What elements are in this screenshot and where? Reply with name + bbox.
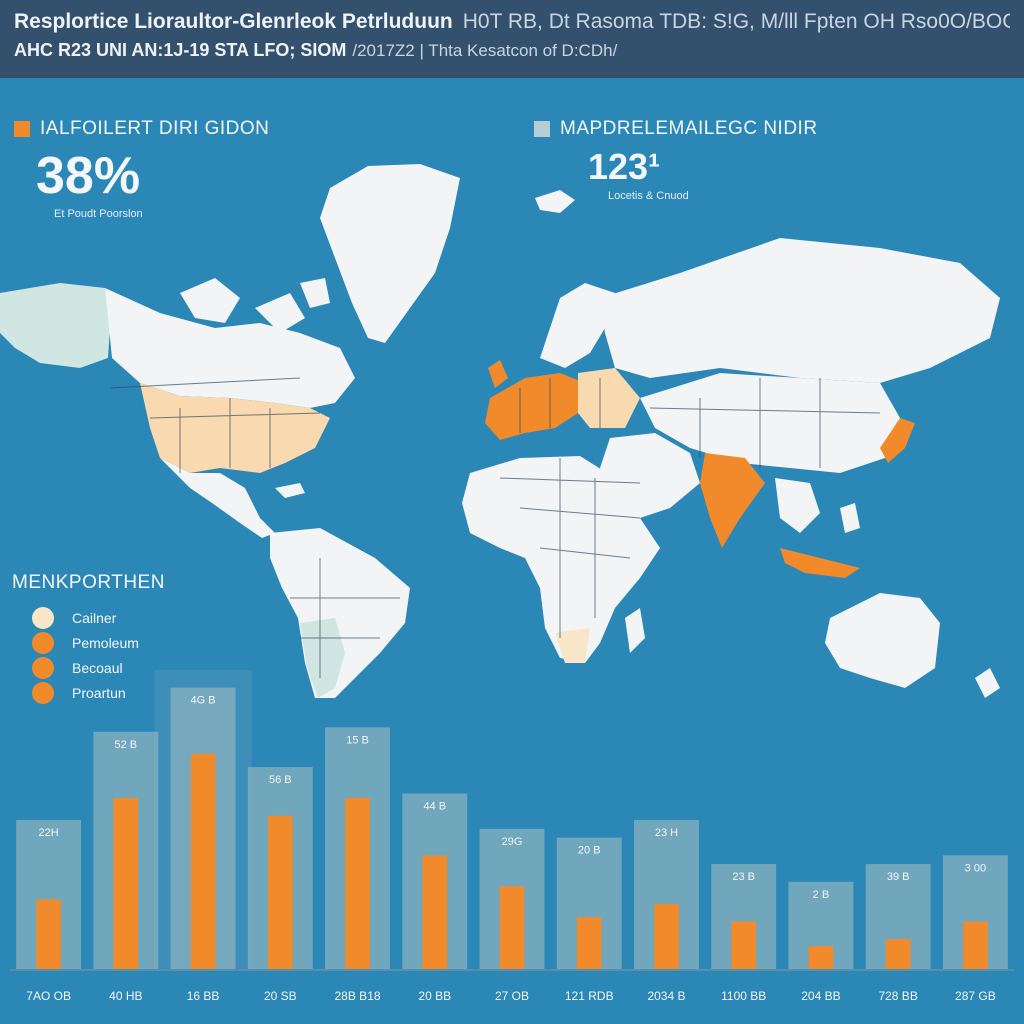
bar-chart: 22H 7AO OB 52 B 40 HB 4G B 16 BB 56 B 20 SB 15 B… (10, 670, 1014, 1003)
page-title: Resplortice Lioraultor-Glenrleok Petrlud… (14, 10, 1010, 34)
philippines (840, 503, 860, 533)
stat-right: MAPDRELEMAILEGC NIDIR 123¹ Locetis & Cnu… (534, 118, 818, 202)
bar (808, 946, 834, 970)
russia (600, 238, 1000, 383)
stat-right-label: MAPDRELEMAILEGC NIDIR (534, 118, 818, 140)
india (700, 453, 765, 548)
tick-label: 27 OB (495, 989, 529, 1003)
data-label: 29G (502, 836, 523, 848)
bar (885, 939, 911, 970)
tick-label: 2034 B (647, 989, 685, 1003)
title-extra: H0T RB, Dt Rasoma TDB: S!G, M/lll Fpten … (462, 10, 1010, 33)
southeast-asia (775, 478, 820, 533)
tick-label: 287 GB (955, 989, 996, 1003)
alaska (0, 283, 110, 368)
data-label: 22H (39, 827, 59, 839)
stat-left-value: 38% (36, 147, 141, 205)
bar (654, 903, 679, 970)
tick-label: 204 BB (801, 989, 840, 1003)
south-africa-region (555, 628, 590, 663)
data-label: 56 B (269, 774, 292, 786)
tick-label: 7AO OB (26, 989, 71, 1003)
tick-label: 28B B18 (335, 989, 381, 1003)
uk (488, 360, 508, 388)
data-label: 20 B (578, 845, 601, 857)
header: Resplortice Lioraultor-Glenrleok Petrlud… (0, 0, 1024, 78)
greenland (320, 164, 460, 343)
tick-label: 20 BB (418, 989, 451, 1003)
orange-swatch-icon (14, 121, 30, 137)
legend-dot-icon (32, 632, 54, 654)
data-label: 39 B (887, 871, 910, 883)
bar (36, 899, 61, 970)
mexico (160, 458, 275, 538)
tick-label: 20 SB (264, 989, 297, 1003)
data-label: 23 H (655, 827, 678, 839)
legend: MENKPORTHEN Cailner Pemoleum Becoaul Pro… (12, 572, 165, 706)
bar (345, 797, 370, 970)
bar (267, 815, 293, 970)
japan (880, 418, 915, 463)
stat-left-label: IALFOILERT DIRI GIDON (14, 118, 269, 140)
western-europe (485, 373, 585, 440)
bar (731, 921, 757, 970)
usa (140, 383, 330, 473)
africa (462, 456, 660, 663)
eastern-europe (578, 368, 640, 428)
tick-label: 40 HB (109, 989, 142, 1003)
legend-dot-icon (32, 657, 54, 679)
legend-title: MENKPORTHEN (12, 572, 165, 593)
new-zealand (975, 668, 1000, 698)
tick-label: 1100 BB (721, 989, 766, 1003)
stat-left-caption: Et Poudt Poorslon (54, 208, 143, 220)
australia (825, 593, 940, 688)
south-america (270, 528, 410, 698)
central-asia (640, 373, 900, 473)
bar (963, 921, 988, 970)
teal-swatch-icon (534, 121, 550, 137)
legend-item: Becoaul (12, 656, 165, 680)
legend-dot-icon (32, 682, 54, 704)
data-label: 2 B (813, 889, 830, 901)
tick-label: 121 RDB (565, 989, 614, 1003)
subtitle-extra: /2017Z2 | Thta Kesatcon of D:CDh/ (352, 41, 618, 60)
bar (190, 753, 216, 970)
caribbean (275, 483, 305, 498)
indonesia (780, 548, 860, 578)
legend-item: Proartun (12, 681, 165, 705)
stat-left: IALFOILERT DIRI GIDON 38% Et Poudt Poors… (14, 118, 269, 220)
data-label: 4G B (191, 695, 216, 707)
iceland (535, 190, 575, 213)
data-label: 23 B (732, 871, 755, 883)
bar (113, 797, 139, 970)
tick-label: 728 BB (878, 989, 917, 1003)
stat-right-caption: Locetis & Cnuod (608, 190, 689, 202)
tick-label: 16 BB (187, 989, 220, 1003)
legend-dot-icon (32, 607, 54, 629)
page-subtitle: AHC R23 UNI AN:1J-19 STA LFO; SIOM/2017Z… (14, 40, 618, 60)
stat-right-value: 123¹ (588, 146, 661, 187)
canada-islands (180, 278, 330, 333)
data-label: 44 B (423, 801, 446, 813)
bar (499, 886, 525, 970)
data-label: 15 B (346, 734, 369, 746)
data-label: 52 B (115, 739, 138, 751)
scandinavia (540, 283, 615, 368)
data-label: 3 00 (965, 862, 986, 874)
legend-item: Cailner (12, 606, 165, 630)
world-map (0, 164, 1000, 698)
legend-item: Pemoleum (12, 631, 165, 655)
madagascar (625, 608, 645, 653)
bar (576, 917, 602, 970)
bar (422, 855, 448, 970)
